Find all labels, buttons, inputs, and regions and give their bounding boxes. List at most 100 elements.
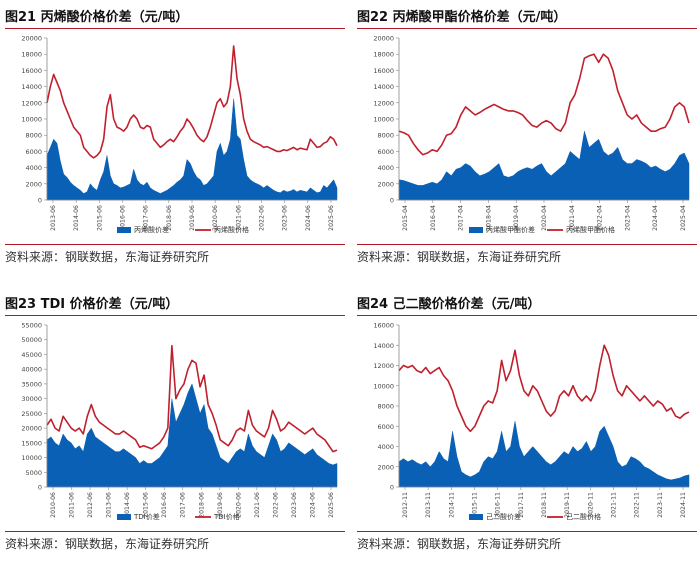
y-tick-label: 14000 <box>373 83 394 91</box>
y-tick-label: 15000 <box>21 439 42 447</box>
x-tick-label: 2018-06 <box>198 492 205 518</box>
x-tick-label: 2013-11 <box>425 492 432 518</box>
y-tick-label: 10000 <box>21 116 42 124</box>
chart-panel-tdi: 图23 TDI 价格价差（元/吨） 0 5000 10000 15000 20000 25… <box>5 293 345 563</box>
x-tick-label: 2024-04 <box>652 205 659 231</box>
x-tick-label: 2018-06 <box>166 205 173 231</box>
source-note: 资料来源：钢联数据，东海证券研究所 <box>5 250 210 264</box>
legend-label-spread: 丙烯酸甲酯价差 <box>486 225 535 234</box>
x-tick-label: 2025-06 <box>328 492 335 518</box>
chart-title: 图24 己二酸价格价差（元/吨） <box>357 297 541 312</box>
series-area-spread <box>398 131 690 201</box>
x-tick-label: 2024-11 <box>680 492 687 518</box>
x-tick-label: 2012-06 <box>87 492 94 518</box>
source-note: 资料来源：钢联数据，东海证券研究所 <box>357 537 562 551</box>
y-tick-label: 12000 <box>373 362 394 370</box>
x-tick-label: 2023-04 <box>624 205 631 231</box>
x-tick-label: 2017-06 <box>143 205 150 231</box>
y-tick-label: 8000 <box>377 403 394 411</box>
y-tick-label: 2000 <box>377 463 394 471</box>
y-tick-label: 6000 <box>377 423 394 431</box>
y-tick-label: 10000 <box>373 382 394 390</box>
legend-swatch-spread <box>117 514 131 520</box>
y-tick-label: 20000 <box>373 35 394 43</box>
y-tick-label: 12000 <box>373 99 394 107</box>
x-tick-label: 2022-06 <box>259 205 266 231</box>
x-tick-label: 2014-11 <box>448 492 455 518</box>
chart-title: 图22 丙烯酸甲酯价格价差（元/吨） <box>357 10 567 25</box>
source-divider <box>357 244 697 245</box>
y-tick-label: 30000 <box>21 395 42 403</box>
y-tick-label: 16000 <box>373 67 394 75</box>
legend-label-price: TDI价格 <box>213 512 240 521</box>
y-tick-label: 0 <box>38 197 42 205</box>
y-tick-label: 35000 <box>21 380 42 388</box>
x-tick-label: 2023-06 <box>282 205 289 231</box>
x-tick-label: 2023-06 <box>291 492 298 518</box>
source-divider <box>357 531 697 532</box>
x-tick-label: 2022-11 <box>634 492 641 518</box>
x-tick-label: 2010-06 <box>50 492 57 518</box>
x-tick-label: 2013-06 <box>106 492 113 518</box>
series-line-price <box>398 344 690 433</box>
x-tick-label: 2016-06 <box>120 205 127 231</box>
x-tick-label: 2011-06 <box>69 492 76 518</box>
x-tick-label: 2021-06 <box>235 205 242 231</box>
source-note: 资料来源：钢联数据，东海证券研究所 <box>357 250 562 264</box>
x-tick-label: 2021-04 <box>569 205 576 231</box>
source-divider <box>5 531 345 532</box>
x-tick-label: 2014-06 <box>124 492 131 518</box>
x-tick-label: 2019-06 <box>217 492 224 518</box>
y-tick-label: 4000 <box>377 164 394 172</box>
y-tick-label: 0 <box>390 197 394 205</box>
y-tick-label: 12000 <box>21 99 42 107</box>
legend-label-price: 丙烯酸甲酯价格 <box>566 225 615 234</box>
x-tick-label: 2020-06 <box>212 205 219 231</box>
chart-methyl-acrylate-spread: 0 2000 4000 6000 8000 10000 12000 14000 16000 180… <box>373 35 690 234</box>
x-tick-label: 2016-04 <box>430 205 437 231</box>
x-tick-label: 2021-06 <box>254 492 261 518</box>
x-tick-label: 2019-04 <box>513 205 520 231</box>
x-tick-label: 2012-11 <box>402 492 409 518</box>
y-tick-label: 16000 <box>21 67 42 75</box>
series-area-spread <box>46 98 338 201</box>
y-tick-label: 14000 <box>21 83 42 91</box>
x-tick-label: 2015-11 <box>472 492 479 518</box>
legend-swatch-spread <box>469 227 483 233</box>
x-tick-label: 2020-06 <box>235 492 242 518</box>
x-tick-label: 2017-04 <box>458 205 465 231</box>
y-tick-label: 6000 <box>377 148 394 156</box>
x-tick-label: 2015-06 <box>143 492 150 518</box>
y-tick-label: 18000 <box>373 51 394 59</box>
chart-tdi-spread: 0 5000 10000 15000 20000 25000 30000 35000 40000… <box>21 322 338 521</box>
chart-panel-acrylic-acid: 图21 丙烯酸价格价差（元/吨） 0 2000 4000 6000 8000 10000 1… <box>5 6 345 276</box>
x-tick-label: 2020-04 <box>541 205 548 231</box>
x-tick-label: 2025-04 <box>680 205 687 231</box>
x-tick-label: 2019-11 <box>564 492 571 518</box>
y-tick-label: 4000 <box>25 164 42 172</box>
legend-label-spread: 丙烯酸价差 <box>134 225 169 234</box>
y-tick-label: 10000 <box>373 116 394 124</box>
y-tick-label: 55000 <box>21 322 42 330</box>
series-area-spread <box>46 383 338 488</box>
legend-label-spread: TDI价差 <box>133 512 160 521</box>
chart-acrylic-acid-spread: 0 2000 4000 6000 8000 10000 12000 14000 16000 180… <box>21 35 338 234</box>
title-divider <box>5 315 345 316</box>
series-line-price <box>398 53 690 156</box>
y-tick-label: 5000 <box>25 469 42 477</box>
chart-title: 图21 丙烯酸价格价差（元/吨） <box>5 10 189 25</box>
legend-label-price: 己二酸价格 <box>566 512 601 521</box>
y-tick-label: 20000 <box>21 425 42 433</box>
legend-swatch-spread <box>117 227 131 233</box>
title-divider <box>357 315 697 316</box>
x-tick-label: 2018-04 <box>485 205 492 231</box>
y-tick-label: 50000 <box>21 336 42 344</box>
x-tick-label: 2013-06 <box>50 205 57 231</box>
y-tick-label: 18000 <box>21 51 42 59</box>
x-tick-label: 2014-06 <box>73 205 80 231</box>
title-divider <box>5 28 345 29</box>
chart-title: 图23 TDI 价格价差（元/吨） <box>5 297 179 312</box>
y-tick-label: 2000 <box>25 180 42 188</box>
x-tick-label: 2017-11 <box>518 492 525 518</box>
x-tick-label: 2015-04 <box>402 205 409 231</box>
